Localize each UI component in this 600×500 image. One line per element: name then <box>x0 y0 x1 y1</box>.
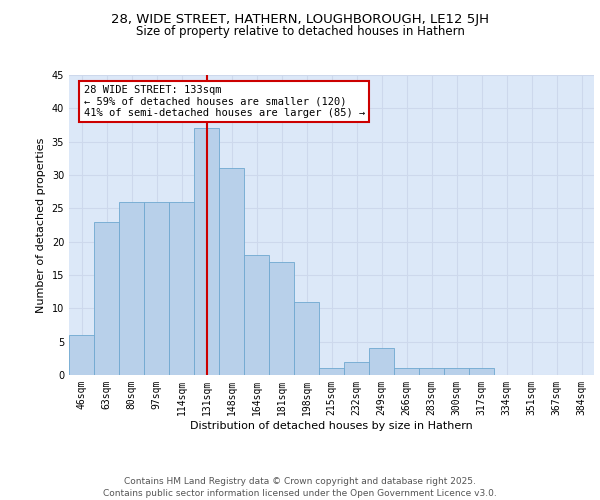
X-axis label: Distribution of detached houses by size in Hathern: Distribution of detached houses by size … <box>190 420 473 430</box>
Text: 28 WIDE STREET: 133sqm
← 59% of detached houses are smaller (120)
41% of semi-de: 28 WIDE STREET: 133sqm ← 59% of detached… <box>83 85 365 118</box>
Bar <box>469 368 494 375</box>
Bar <box>269 262 294 375</box>
Bar <box>369 348 394 375</box>
Bar <box>169 202 194 375</box>
Bar <box>344 362 369 375</box>
Bar <box>244 255 269 375</box>
Y-axis label: Number of detached properties: Number of detached properties <box>36 138 46 312</box>
Bar <box>219 168 244 375</box>
Bar <box>319 368 344 375</box>
Bar <box>94 222 119 375</box>
Text: 28, WIDE STREET, HATHERN, LOUGHBOROUGH, LE12 5JH: 28, WIDE STREET, HATHERN, LOUGHBOROUGH, … <box>111 12 489 26</box>
Bar <box>194 128 219 375</box>
Text: Size of property relative to detached houses in Hathern: Size of property relative to detached ho… <box>136 25 464 38</box>
Text: Contains HM Land Registry data © Crown copyright and database right 2025.
Contai: Contains HM Land Registry data © Crown c… <box>103 476 497 498</box>
Bar <box>444 368 469 375</box>
Bar <box>294 302 319 375</box>
Bar <box>119 202 144 375</box>
Bar <box>419 368 444 375</box>
Bar <box>394 368 419 375</box>
Bar <box>69 335 94 375</box>
Bar <box>144 202 169 375</box>
